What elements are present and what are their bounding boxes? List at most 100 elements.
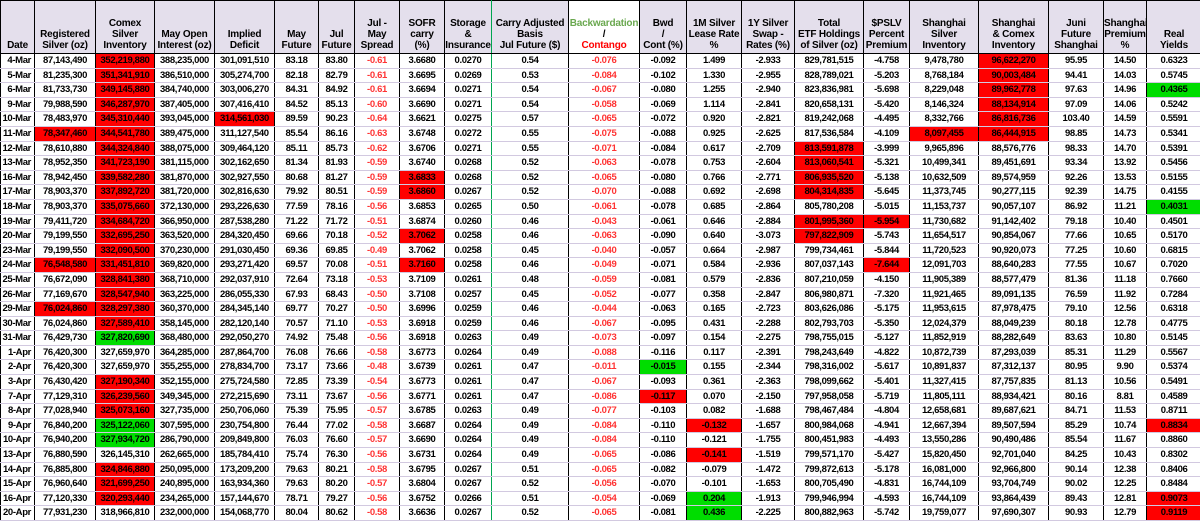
cell-storage_insurance[interactable]: 0.0257 xyxy=(444,287,492,303)
cell-comex_inventory[interactable]: 325,122,060 xyxy=(95,418,155,434)
cell-swap_rates_1y[interactable]: -2.709 xyxy=(741,141,795,157)
cell-shanghai_inventory[interactable]: 12,667,394 xyxy=(909,418,979,434)
cell-may_open_interest[interactable]: 363,520,000 xyxy=(154,228,215,244)
cell-shanghai_comex_inventory[interactable]: 96,622,270 xyxy=(978,53,1049,69)
cell-lease_rate_1m[interactable]: 0.664 xyxy=(686,243,742,259)
cell-may_open_interest[interactable]: 234,265,000 xyxy=(154,491,215,507)
cell-jul_may_spread[interactable]: -0.57 xyxy=(354,476,400,492)
cell-implied_deficit[interactable]: 278,834,700 xyxy=(214,359,275,376)
cell-swap_rates_1y[interactable]: -2.150 xyxy=(741,389,795,405)
cell-shanghai_comex_inventory[interactable]: 87,978,475 xyxy=(978,301,1049,317)
cell-comex_inventory[interactable]: 337,892,720 xyxy=(95,184,155,200)
cell-backwardation_contango[interactable]: -0.052 xyxy=(568,287,640,303)
cell-swap_rates_1y[interactable]: -1.755 xyxy=(741,432,795,449)
cell-shanghai_inventory[interactable]: 10,499,341 xyxy=(909,155,979,171)
cell-date[interactable]: 1-Apr xyxy=(0,345,35,361)
cell-implied_deficit[interactable]: 309,464,120 xyxy=(214,141,275,157)
cell-shanghai_inventory[interactable]: 10,872,739 xyxy=(909,345,979,361)
cell-comex_inventory[interactable]: 344,541,780 xyxy=(95,126,155,142)
cell-storage_insurance[interactable]: 0.0264 xyxy=(444,345,492,361)
cell-may_future[interactable]: 73.11 xyxy=(274,389,319,405)
cell-real_yields[interactable]: 0.6815 xyxy=(1146,243,1200,259)
cell-carry_adjusted_basis[interactable]: 0.49 xyxy=(491,447,569,463)
cell-backwardation_contango[interactable]: -0.084 xyxy=(568,68,640,84)
cell-comex_inventory[interactable]: 349,145,880 xyxy=(95,82,155,98)
cell-registered_silver[interactable]: 78,347,460 xyxy=(34,126,96,142)
cell-date[interactable]: 17-Mar xyxy=(0,184,35,200)
cell-sofr_carry[interactable]: 3.6706 xyxy=(399,141,445,157)
cell-shanghai_inventory[interactable]: 11,720,523 xyxy=(909,243,979,259)
cell-shanghai_premium[interactable]: 14.75 xyxy=(1103,184,1147,200)
cell-implied_deficit[interactable]: 302,162,650 xyxy=(214,155,275,171)
cell-date[interactable]: 26-Mar xyxy=(0,287,35,303)
cell-juni_future_shanghai[interactable]: 95.95 xyxy=(1048,53,1104,69)
cell-bwd_cont_pct[interactable]: -0.103 xyxy=(639,403,687,419)
cell-real_yields[interactable]: 0.5155 xyxy=(1146,170,1200,186)
cell-may_open_interest[interactable]: 384,740,000 xyxy=(154,82,215,98)
cell-carry_adjusted_basis[interactable]: 0.49 xyxy=(491,330,569,346)
cell-juni_future_shanghai[interactable]: 92.39 xyxy=(1048,184,1104,200)
cell-jul_may_spread[interactable]: -0.60 xyxy=(354,97,400,113)
cell-jul_future[interactable]: 68.43 xyxy=(318,287,355,303)
cell-comex_inventory[interactable]: 335,075,660 xyxy=(95,199,155,215)
cell-jul_future[interactable]: 71.72 xyxy=(318,214,355,230)
cell-pslv_premium[interactable]: -5.420 xyxy=(863,97,910,113)
cell-shanghai_premium[interactable]: 13.53 xyxy=(1103,170,1147,186)
cell-bwd_cont_pct[interactable]: -0.072 xyxy=(639,111,687,127)
cell-implied_deficit[interactable]: 303,006,270 xyxy=(214,82,275,98)
cell-storage_insurance[interactable]: 0.0264 xyxy=(444,447,492,463)
cell-swap_rates_1y[interactable]: -2.363 xyxy=(741,374,795,390)
cell-shanghai_inventory[interactable]: 8,146,324 xyxy=(909,97,979,113)
cell-implied_deficit[interactable]: 302,927,550 xyxy=(214,170,275,186)
cell-shanghai_inventory[interactable]: 11,852,919 xyxy=(909,330,979,346)
cell-lease_rate_1m[interactable]: 0.685 xyxy=(686,199,742,215)
cell-shanghai_inventory[interactable]: 10,891,837 xyxy=(909,359,979,376)
cell-comex_inventory[interactable]: 341,723,190 xyxy=(95,155,155,171)
cell-pslv_premium[interactable]: -5.844 xyxy=(863,243,910,259)
cell-total_etf_holdings[interactable]: 804,314,835 xyxy=(794,184,864,200)
cell-shanghai_comex_inventory[interactable]: 90,003,484 xyxy=(978,68,1049,84)
cell-comex_inventory[interactable]: 327,659,970 xyxy=(95,359,155,376)
cell-juni_future_shanghai[interactable]: 97.09 xyxy=(1048,97,1104,113)
cell-storage_insurance[interactable]: 0.0258 xyxy=(444,228,492,244)
cell-jul_may_spread[interactable]: -0.56 xyxy=(354,330,400,346)
cell-shanghai_comex_inventory[interactable]: 88,049,239 xyxy=(978,316,1049,332)
cell-sofr_carry[interactable]: 3.6918 xyxy=(399,330,445,346)
cell-backwardation_contango[interactable]: -0.059 xyxy=(568,272,640,288)
cell-comex_inventory[interactable]: 327,190,340 xyxy=(95,374,155,390)
cell-total_etf_holdings[interactable]: 819,242,068 xyxy=(794,111,864,127)
cell-comex_inventory[interactable]: 327,820,690 xyxy=(95,330,155,346)
cell-shanghai_premium[interactable]: 12.81 xyxy=(1103,491,1147,507)
cell-date[interactable]: 4-Mar xyxy=(0,53,35,69)
cell-shanghai_premium[interactable]: 11.29 xyxy=(1103,345,1147,361)
cell-comex_inventory[interactable]: 318,966,810 xyxy=(95,505,155,521)
cell-shanghai_comex_inventory[interactable]: 91,142,402 xyxy=(978,214,1049,230)
cell-date[interactable]: 20-Apr xyxy=(0,505,35,521)
cell-bwd_cont_pct[interactable]: -0.084 xyxy=(639,141,687,157)
cell-may_future[interactable]: 79.92 xyxy=(274,184,319,200)
cell-storage_insurance[interactable]: 0.0263 xyxy=(444,330,492,346)
cell-registered_silver[interactable]: 76,960,640 xyxy=(34,476,96,492)
cell-implied_deficit[interactable]: 209,849,800 xyxy=(214,432,275,449)
cell-may_future[interactable]: 82.18 xyxy=(274,68,319,84)
cell-total_etf_holdings[interactable]: 820,658,131 xyxy=(794,97,864,113)
cell-total_etf_holdings[interactable]: 800,882,963 xyxy=(794,505,864,521)
cell-pslv_premium[interactable]: -4.593 xyxy=(863,491,910,507)
cell-may_open_interest[interactable]: 387,405,000 xyxy=(154,97,215,113)
cell-bwd_cont_pct[interactable]: -0.080 xyxy=(639,170,687,186)
cell-shanghai_comex_inventory[interactable]: 88,576,776 xyxy=(978,141,1049,157)
cell-carry_adjusted_basis[interactable]: 0.57 xyxy=(491,111,569,127)
cell-jul_future[interactable]: 81.27 xyxy=(318,170,355,186)
cell-jul_may_spread[interactable]: -0.53 xyxy=(354,272,400,288)
cell-total_etf_holdings[interactable]: 803,626,086 xyxy=(794,301,864,317)
column-header-shanghai_premium[interactable]: Shanghai Premium% xyxy=(1103,0,1147,54)
cell-jul_may_spread[interactable]: -0.64 xyxy=(354,111,400,127)
cell-jul_future[interactable]: 76.60 xyxy=(318,432,355,449)
cell-jul_future[interactable]: 70.27 xyxy=(318,301,355,317)
cell-jul_may_spread[interactable]: -0.53 xyxy=(354,316,400,332)
cell-swap_rates_1y[interactable]: -2.391 xyxy=(741,345,795,361)
cell-shanghai_comex_inventory[interactable]: 86,816,736 xyxy=(978,111,1049,127)
cell-real_yields[interactable]: 0.8484 xyxy=(1146,476,1200,492)
cell-shanghai_premium[interactable]: 10.67 xyxy=(1103,257,1147,273)
cell-carry_adjusted_basis[interactable]: 0.54 xyxy=(491,53,569,69)
